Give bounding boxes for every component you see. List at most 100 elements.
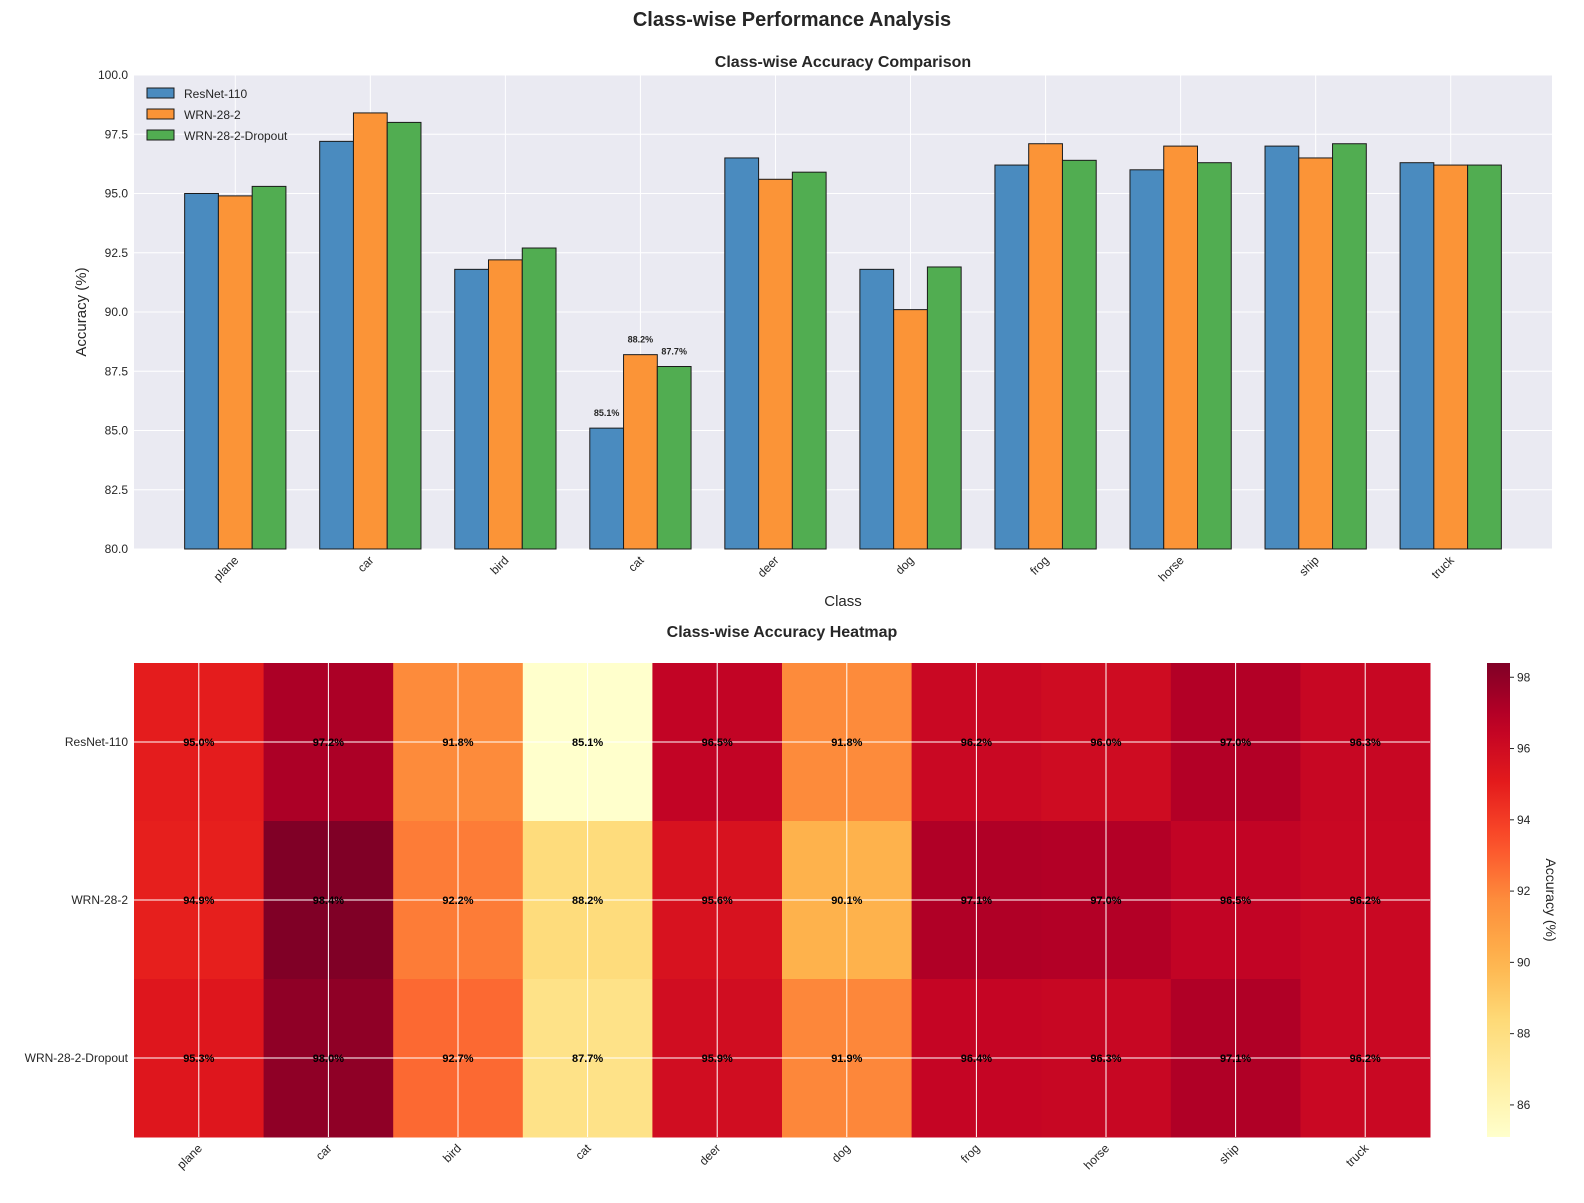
y-tick-label: 85.0 <box>105 424 129 438</box>
colorbar-tick-label: 92 <box>1517 884 1531 898</box>
x-tick-label: deer <box>755 553 782 580</box>
heatmap-column-label: frog <box>958 1141 983 1166</box>
heatmap-column-label: plane <box>174 1141 205 1172</box>
bar-chart-xlabel: Class <box>824 593 862 610</box>
x-tick-label: horse <box>1156 553 1187 584</box>
heatmap-cell-label: 98.0% <box>313 1053 344 1065</box>
bar-dog-ResNet-110 <box>859 268 895 550</box>
heatmap-cell-label: 96.2% <box>1350 1053 1381 1065</box>
figure-suptitle: Class-wise Performance Analysis <box>633 9 951 31</box>
heatmap-cell-label: 95.9% <box>702 1053 733 1065</box>
bar-chart-title: Class-wise Accuracy Comparison <box>715 54 971 71</box>
heatmap-cell-label: 96.3% <box>1350 737 1381 749</box>
bar-chart-annotations: 85.1% 88.2% 87.7% <box>594 335 687 418</box>
heatmap-cell-label: 88.2% <box>572 895 603 907</box>
bar-chart: 85.1% 88.2% 87.7% 80.0 82.5 85.0 87.5 90.0 92.5… <box>73 54 1552 610</box>
bar-dog-WRN-28-2 <box>893 309 928 550</box>
colorbar-label: Accuracy (%) <box>1543 858 1559 941</box>
heatmap-column-label: cat <box>572 1141 594 1163</box>
bar-bird-WRN-28-2 <box>488 259 523 550</box>
bar-annotation: 85.1% <box>594 408 620 418</box>
bar-car-WRN-28-2 <box>352 112 388 550</box>
heatmap-column-label: horse <box>1081 1141 1112 1172</box>
bar-ship-WRN-28-2 <box>1298 157 1334 550</box>
y-tick-label: 95.0 <box>105 187 129 201</box>
heatmap-cell-label: 95.6% <box>702 895 733 907</box>
heatmap-y-ticks: ResNet-110 WRN-28-2 WRN-28-2-Dropout <box>25 735 129 1065</box>
heatmap-row-label: ResNet-110 <box>65 735 128 749</box>
legend-label: ResNet-110 <box>184 87 247 101</box>
colorbar-tick-label: 90 <box>1517 955 1531 969</box>
colorbar-tick-label: 88 <box>1517 1027 1531 1041</box>
bar-ship-WRN-28-2-Dropout <box>1332 143 1367 550</box>
bar-deer-ResNet-110 <box>724 157 760 550</box>
heatmap-cell-label: 96.0% <box>1090 737 1121 749</box>
y-tick-label: 92.5 <box>105 246 129 260</box>
bar-chart-legend: ResNet-110 WRN-28-2 WRN-28-2-Dropout <box>146 87 288 143</box>
heatmap-column-label: truck <box>1343 1141 1372 1170</box>
bar-truck-WRN-28-2-Dropout <box>1467 164 1502 550</box>
heatmap-cell-label: 97.1% <box>1220 1053 1251 1065</box>
heatmap-column-label: bird <box>440 1141 464 1165</box>
bar-frog-ResNet-110 <box>994 164 1030 550</box>
heatmap-cell-label: 96.2% <box>1350 895 1381 907</box>
bar-deer-WRN-28-2-Dropout <box>791 171 827 550</box>
heatmap-column-label: car <box>313 1141 335 1163</box>
heatmap-column-label: dog <box>829 1141 853 1165</box>
bar-cat-WRN-28-2-Dropout <box>656 366 692 550</box>
bar-bird-WRN-28-2-Dropout <box>521 247 557 550</box>
heatmap-cell-label: 97.0% <box>1090 895 1121 907</box>
x-tick-label: cat <box>625 553 647 575</box>
bar-chart-x-ticks: plane car bird cat deer dog frog horse ship truck <box>211 553 1458 585</box>
bar-chart-y-ticks: 80.0 82.5 85.0 87.5 90.0 92.5 95.0 97.5 100.0 <box>98 68 128 556</box>
bar-car-ResNet-110 <box>319 140 354 550</box>
heatmap-cell-label: 85.1% <box>572 737 603 749</box>
bar-ship-ResNet-110 <box>1264 145 1300 550</box>
bar-truck-WRN-28-2 <box>1433 164 1469 550</box>
x-tick-label: truck <box>1429 553 1458 582</box>
heatmap-cell-label: 95.0% <box>183 737 214 749</box>
x-tick-label: plane <box>211 553 242 584</box>
x-tick-label: bird <box>487 553 511 577</box>
heatmap-cell-labels: 95.0% 97.2% 91.8% 85.1% 96.5% 91.8% 96.2% 96.0%… <box>183 737 1381 1065</box>
bar-frog-WRN-28-2 <box>1028 143 1063 550</box>
heatmap-cell-label: 96.5% <box>1220 895 1251 907</box>
heatmap-grid <box>134 663 1430 1137</box>
bar-chart-ylabel: Accuracy (%) <box>73 267 90 356</box>
heatmap-cell-label: 94.9% <box>183 895 214 907</box>
bar-dog-WRN-28-2-Dropout <box>926 266 962 550</box>
heatmap-cell-label: 97.2% <box>313 737 344 749</box>
heatmap-colorbar: 86 88 90 92 94 96 98 <box>1487 663 1531 1137</box>
colorbar-tick-label: 86 <box>1517 1098 1531 1112</box>
heatmap-cell-label: 91.8% <box>442 737 473 749</box>
heatmap-cell-label: 87.7% <box>572 1053 603 1065</box>
heatmap-cell-label: 96.5% <box>702 737 733 749</box>
bar-plane-WRN-28-2 <box>217 195 253 550</box>
x-tick-label: dog <box>893 553 917 577</box>
heatmap-row-label: WRN-28-2-Dropout <box>25 1051 129 1065</box>
bar-frog-WRN-28-2-Dropout <box>1061 159 1097 550</box>
legend-label: WRN-28-2-Dropout <box>184 129 288 143</box>
heatmap-chart: Class-wise Accuracy Heatmap 95.0% 97.2% 91… <box>25 624 1559 1172</box>
heatmap-cell-label: 92.2% <box>442 895 473 907</box>
heatmap-cell-label: 96.3% <box>1090 1053 1121 1065</box>
heatmap-cell-label: 91.8% <box>831 737 862 749</box>
y-tick-label: 87.5 <box>105 364 129 378</box>
colorbar-tick-label: 96 <box>1517 742 1531 756</box>
bar-horse-ResNet-110 <box>1129 169 1165 550</box>
heatmap-cell-label: 92.7% <box>442 1053 473 1065</box>
legend-swatch <box>146 108 175 120</box>
y-tick-label: 80.0 <box>105 542 129 556</box>
heatmap-cell-label: 91.9% <box>831 1053 862 1065</box>
bar-plane-ResNet-110 <box>184 193 219 550</box>
heatmap-cell-label: 95.3% <box>183 1053 214 1065</box>
y-tick-label: 100.0 <box>98 68 128 82</box>
bar-car-WRN-28-2-Dropout <box>386 121 422 550</box>
bar-horse-WRN-28-2 <box>1163 145 1198 550</box>
legend-swatch <box>146 129 175 141</box>
y-tick-label: 90.0 <box>105 305 129 319</box>
bar-annotation: 87.7% <box>661 347 687 357</box>
bar-deer-WRN-28-2 <box>758 178 793 550</box>
colorbar-gradient <box>1487 663 1510 1137</box>
bar-annotation: 88.2% <box>628 335 654 345</box>
